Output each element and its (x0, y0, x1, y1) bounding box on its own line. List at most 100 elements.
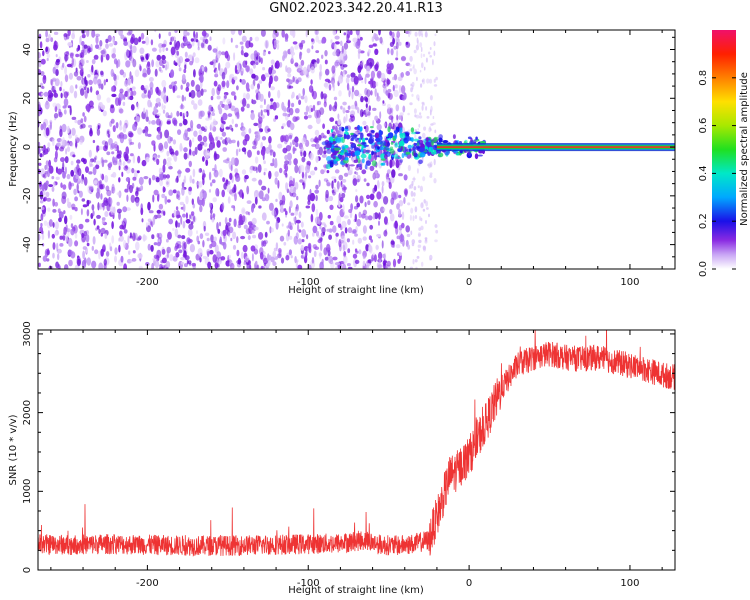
heatmap-cell (131, 258, 137, 262)
heatmap-cell (374, 184, 378, 192)
heatmap-cell (158, 66, 162, 72)
heatmap-cell (142, 129, 146, 134)
heatmap-cell (241, 147, 247, 153)
heatmap-cell (261, 74, 266, 82)
heatmap-cell (304, 111, 308, 115)
heatmap-cell (339, 152, 344, 156)
heatmap-cell (98, 228, 101, 234)
heatmap-cell (203, 142, 208, 148)
heatmap-cell (308, 106, 312, 114)
heatmap-cell (418, 115, 423, 119)
heatmap-cell (198, 129, 203, 135)
heatmap-cell (169, 41, 172, 46)
heatmap-cell (359, 36, 363, 41)
heatmap-cell (151, 120, 156, 125)
heatmap-cell (426, 207, 429, 210)
heatmap-cell (184, 129, 189, 138)
heatmap-cell (151, 47, 157, 52)
heatmap-cell (183, 152, 188, 160)
heatmap-cell (346, 238, 350, 243)
heatmap-cell (221, 189, 225, 198)
heatmap-cell (475, 136, 478, 141)
x-tick-label: 0 (466, 277, 472, 288)
heatmap-cell (193, 69, 196, 78)
heatmap-cell (231, 205, 236, 209)
heatmap-cell (148, 210, 154, 214)
heatmap-cell (365, 244, 369, 252)
heatmap-cell (140, 56, 145, 61)
heatmap-cell (315, 35, 320, 43)
heatmap-cell (339, 51, 344, 61)
heatmap-cell (262, 240, 267, 247)
heatmap-cell (315, 194, 318, 202)
heatmap-cell (246, 185, 250, 195)
heatmap-cell (387, 132, 394, 139)
heatmap-cell (57, 208, 61, 214)
heatmap-cell (166, 120, 171, 125)
heatmap-cell (79, 35, 82, 45)
heatmap-cell (104, 175, 109, 183)
heatmap-cell (304, 95, 308, 104)
heatmap-cell (395, 104, 400, 112)
heatmap-cell (378, 251, 383, 260)
heatmap-cell (45, 46, 48, 53)
heatmap-cell (401, 222, 405, 229)
heatmap-cell (108, 43, 114, 47)
heatmap-cell (74, 196, 78, 202)
x-tick-label: 100 (620, 578, 639, 589)
heatmap-cell (156, 214, 162, 219)
heatmap-cell (40, 213, 44, 217)
heatmap-cell (307, 124, 313, 130)
heatmap-cell (394, 84, 398, 89)
heatmap-cell (380, 146, 385, 151)
heatmap-cell (80, 123, 86, 129)
heatmap-cell (105, 43, 109, 49)
heatmap-cell (245, 65, 251, 72)
heatmap-cell (413, 108, 417, 114)
heatmap-cell (184, 96, 187, 101)
heatmap-cell (326, 170, 330, 174)
heatmap-cell (215, 68, 218, 77)
heatmap-cell (51, 233, 55, 239)
heatmap-cell (110, 104, 114, 109)
heatmap-cell (320, 91, 324, 100)
heatmap-cell (309, 152, 314, 161)
heatmap-cell (162, 186, 165, 193)
heatmap-cell (93, 74, 99, 80)
heatmap-cell (173, 39, 177, 49)
heatmap-cell (301, 229, 307, 238)
heatmap-cell (425, 237, 428, 242)
heatmap-cell (80, 178, 84, 184)
heatmap-cell (388, 115, 394, 120)
heatmap-cell (214, 244, 219, 254)
heatmap-cell (192, 168, 196, 178)
heatmap-cell (267, 253, 270, 262)
heatmap-cell (413, 192, 416, 197)
heatmap-cell (428, 51, 431, 55)
heatmap-cell (342, 244, 346, 252)
heatmap-cell (198, 110, 203, 120)
heatmap-cell (393, 130, 398, 134)
heatmap-cell (314, 129, 320, 136)
heatmap-cell (318, 146, 323, 156)
heatmap-cell (114, 156, 118, 164)
heatmap-cell (130, 104, 135, 111)
heatmap-cell (49, 121, 53, 131)
heatmap-cell (283, 241, 287, 246)
heatmap-cell (179, 122, 183, 127)
heatmap-cell (353, 75, 359, 85)
heatmap-cell (77, 190, 80, 194)
heatmap-cell (56, 242, 59, 252)
heatmap-cell (126, 40, 132, 47)
heatmap-cell (132, 123, 138, 131)
heatmap-cell (64, 264, 69, 269)
heatmap-cell (159, 264, 163, 268)
heatmap-cell (177, 170, 182, 175)
heatmap-cell (59, 128, 63, 138)
heatmap-cell (195, 31, 198, 39)
heatmap-cell (318, 179, 321, 187)
heatmap-cell (216, 95, 221, 100)
heatmap-cell (170, 69, 175, 78)
